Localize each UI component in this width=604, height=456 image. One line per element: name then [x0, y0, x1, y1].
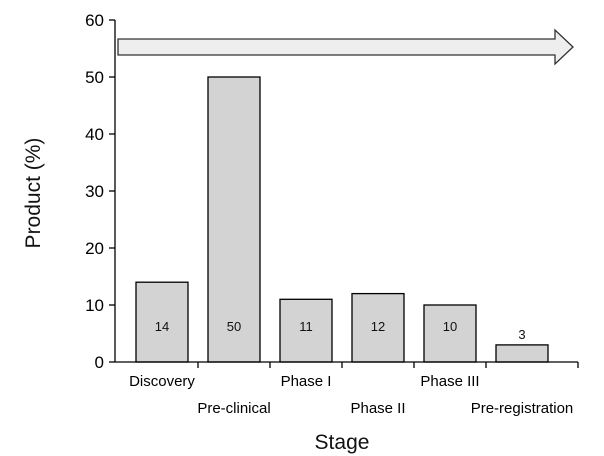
- x-axis-title: Stage: [315, 431, 370, 454]
- bar: [135, 281, 189, 363]
- progression-arrow-group: [117, 28, 574, 66]
- y-ticks-group: 0 10 20 30 40 50 60: [85, 11, 115, 372]
- bar: [207, 76, 261, 363]
- bar-data-label: 50: [227, 319, 241, 334]
- data-labels-group: 14 50 11 12 10 3: [155, 319, 526, 342]
- x-category-label: Pre-clinical: [197, 400, 270, 417]
- y-tick-label: 40: [85, 125, 104, 144]
- bars-group: [135, 76, 549, 363]
- y-tick-label: 60: [85, 11, 104, 30]
- bar-data-label: 12: [371, 319, 385, 334]
- x-category-label: Pre-registration: [471, 400, 574, 417]
- y-axis-title: Product (%): [22, 138, 45, 249]
- y-tick-label: 10: [85, 296, 104, 315]
- bar: [351, 292, 405, 363]
- bar-data-label: 10: [443, 319, 457, 334]
- bar: [495, 344, 549, 363]
- x-category-label: Discovery: [129, 373, 195, 390]
- bar-data-label: 14: [155, 319, 169, 334]
- x-category-label: Phase II: [350, 400, 405, 417]
- y-tick-label: 0: [95, 353, 104, 372]
- bar-data-label: 11: [299, 319, 313, 334]
- y-tick-label: 20: [85, 239, 104, 258]
- y-tick-label: 30: [85, 182, 104, 201]
- y-tick-label: 50: [85, 68, 104, 87]
- x-category-label: Phase I: [281, 373, 332, 390]
- progression-arrow: [117, 28, 574, 66]
- bar-data-label: 3: [518, 327, 525, 342]
- x-category-label: Phase III: [420, 373, 479, 390]
